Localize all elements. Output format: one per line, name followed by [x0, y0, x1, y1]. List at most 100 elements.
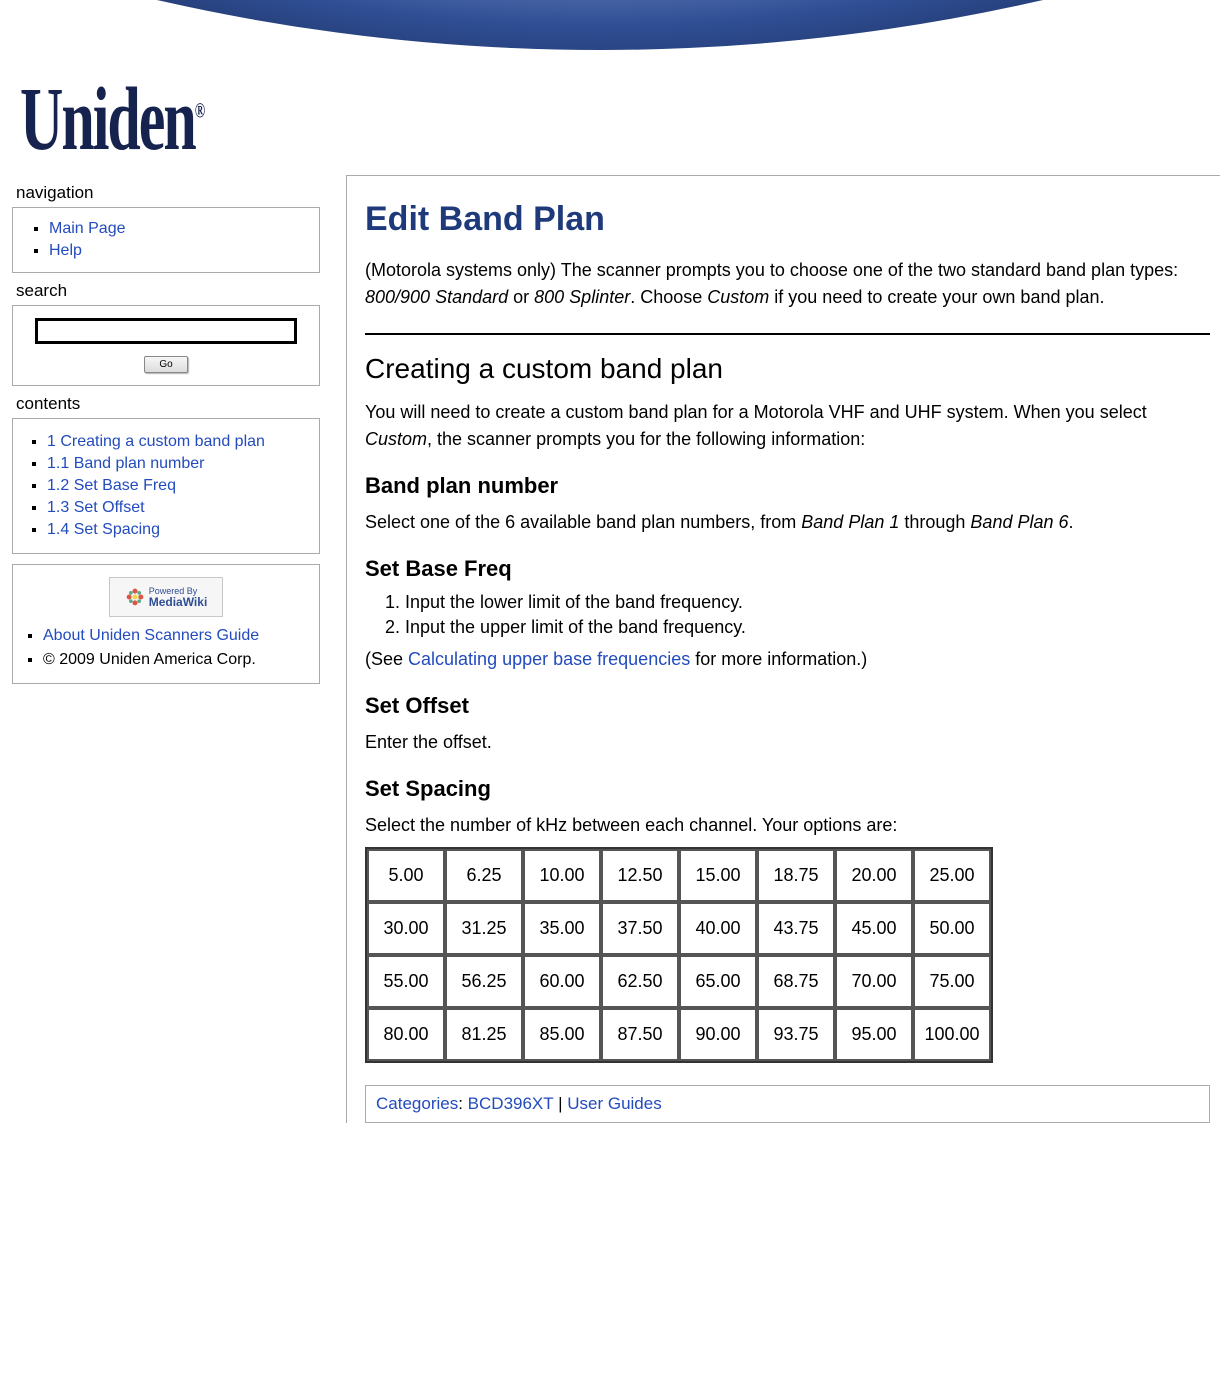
- go-button[interactable]: Go: [144, 356, 187, 373]
- search-box: Go: [12, 305, 320, 386]
- brand-reg: ®: [195, 101, 203, 124]
- table-row: 80.0081.2585.0087.5090.0093.7595.00100.0…: [367, 1008, 991, 1061]
- nav-link-main[interactable]: Main Page: [49, 220, 126, 237]
- paragraph: Select the number of kHz between each ch…: [365, 812, 1210, 839]
- table-cell: 37.50: [601, 902, 679, 955]
- table-cell: 81.25: [445, 1008, 523, 1061]
- paragraph: Enter the offset.: [365, 729, 1210, 756]
- contents-label: contents: [12, 392, 320, 418]
- table-cell: 12.50: [601, 849, 679, 902]
- categories-box: Categories: BCD396XT | User Guides: [365, 1085, 1210, 1123]
- table-cell: 10.00: [523, 849, 601, 902]
- text: (See: [365, 649, 408, 669]
- header: Uniden®: [0, 0, 1232, 175]
- table-cell: 100.00: [913, 1008, 991, 1061]
- sidebar-item-main[interactable]: Main Page: [49, 220, 307, 238]
- cat-link[interactable]: BCD396XT: [468, 1094, 554, 1113]
- text: You will need to create a custom band pl…: [365, 402, 1147, 422]
- table-cell: 20.00: [835, 849, 913, 902]
- table-cell: 18.75: [757, 849, 835, 902]
- heading-setoffset: Set Offset: [365, 693, 1210, 719]
- table-cell: 80.00: [367, 1008, 445, 1061]
- table-cell: 70.00: [835, 955, 913, 1008]
- text: for more information.): [690, 649, 867, 669]
- table-cell: 55.00: [367, 955, 445, 1008]
- table-row: 30.0031.2535.0037.5040.0043.7545.0050.00: [367, 902, 991, 955]
- text: , the scanner prompts you for the follow…: [427, 429, 865, 449]
- search-input[interactable]: [35, 318, 297, 344]
- brand-text: Uniden: [20, 69, 195, 168]
- mediawiki-badge[interactable]: Powered By MediaWiki: [23, 577, 309, 617]
- intro-paragraph: (Motorola systems only) The scanner prom…: [365, 257, 1210, 311]
- nav-link-help[interactable]: Help: [49, 242, 82, 259]
- table-cell: 93.75: [757, 1008, 835, 1061]
- badge-text: MediaWiki: [149, 596, 208, 608]
- toc-link[interactable]: 1.2 Set Base Freq: [47, 477, 176, 494]
- cat-label-link[interactable]: Categories: [376, 1094, 458, 1113]
- heading-setspacing: Set Spacing: [365, 776, 1210, 802]
- flower-icon: [125, 587, 145, 607]
- ordered-list: Input the lower limit of the band freque…: [371, 592, 1210, 638]
- table-cell: 25.00: [913, 849, 991, 902]
- text: :: [458, 1094, 467, 1113]
- table-cell: 85.00: [523, 1008, 601, 1061]
- table-row: 5.006.2510.0012.5015.0018.7520.0025.00: [367, 849, 991, 902]
- badge-subtext: Powered By: [149, 586, 198, 596]
- text: Band Plan 6: [970, 512, 1068, 532]
- table-cell: 87.50: [601, 1008, 679, 1061]
- paragraph: (See Calculating upper base frequencies …: [365, 646, 1210, 673]
- sidebar-item-help[interactable]: Help: [49, 242, 307, 260]
- text: Custom: [707, 287, 769, 307]
- text: if you need to create your own band plan…: [769, 287, 1104, 307]
- page-title: Edit Band Plan: [365, 200, 1210, 239]
- copyright: © 2009 Uniden America Corp.: [43, 651, 309, 669]
- table-cell: 65.00: [679, 955, 757, 1008]
- text: Select one of the 6 available band plan …: [365, 512, 801, 532]
- sidebar-footer: Powered By MediaWiki About Uniden Scanne…: [12, 564, 320, 684]
- heading-setbasefreq: Set Base Freq: [365, 556, 1210, 582]
- toc-link[interactable]: 1.1 Band plan number: [47, 455, 204, 472]
- about-link[interactable]: About Uniden Scanners Guide: [43, 627, 259, 644]
- table-cell: 50.00: [913, 902, 991, 955]
- sidebar: navigation Main Page Help search Go cont…: [12, 175, 320, 684]
- table-row: 55.0056.2560.0062.5065.0068.7570.0075.00: [367, 955, 991, 1008]
- text: or: [508, 287, 534, 307]
- toc-link[interactable]: 1.4 Set Spacing: [47, 521, 160, 538]
- list-item: Input the upper limit of the band freque…: [405, 617, 1210, 638]
- text: |: [553, 1094, 567, 1113]
- table-cell: 40.00: [679, 902, 757, 955]
- table-cell: 43.75: [757, 902, 835, 955]
- main-content: Edit Band Plan (Motorola systems only) T…: [346, 175, 1220, 1123]
- spacing-table: 5.006.2510.0012.5015.0018.7520.0025.0030…: [365, 847, 993, 1063]
- list-item: Input the lower limit of the band freque…: [405, 592, 1210, 613]
- toc-link[interactable]: 1 Creating a custom band plan: [47, 433, 265, 450]
- nav-label: navigation: [12, 181, 320, 207]
- toc-link[interactable]: 1.3 Set Offset: [47, 499, 145, 516]
- text: . Choose: [630, 287, 707, 307]
- table-cell: 15.00: [679, 849, 757, 902]
- table-cell: 6.25: [445, 849, 523, 902]
- cat-link[interactable]: User Guides: [567, 1094, 661, 1113]
- text: .: [1069, 512, 1074, 532]
- calc-link[interactable]: Calculating upper base frequencies: [408, 649, 690, 669]
- text: Custom: [365, 429, 427, 449]
- search-label: search: [12, 279, 320, 305]
- table-cell: 90.00: [679, 1008, 757, 1061]
- table-cell: 62.50: [601, 955, 679, 1008]
- heading-creating: Creating a custom band plan: [365, 353, 1210, 385]
- table-cell: 95.00: [835, 1008, 913, 1061]
- paragraph: You will need to create a custom band pl…: [365, 399, 1210, 453]
- heading-bandplannumber: Band plan number: [365, 473, 1210, 499]
- text: (Motorola systems only) The scanner prom…: [365, 260, 1178, 280]
- table-cell: 35.00: [523, 902, 601, 955]
- table-cell: 75.00: [913, 955, 991, 1008]
- table-cell: 45.00: [835, 902, 913, 955]
- table-cell: 60.00: [523, 955, 601, 1008]
- nav-box: Main Page Help: [12, 207, 320, 273]
- brand-logo: Uniden®: [20, 68, 203, 172]
- text: Band Plan 1: [801, 512, 899, 532]
- text: 800 Splinter: [534, 287, 630, 307]
- contents-box: 1 Creating a custom band plan 1.1 Band p…: [12, 418, 320, 554]
- table-cell: 56.25: [445, 955, 523, 1008]
- table-cell: 5.00: [367, 849, 445, 902]
